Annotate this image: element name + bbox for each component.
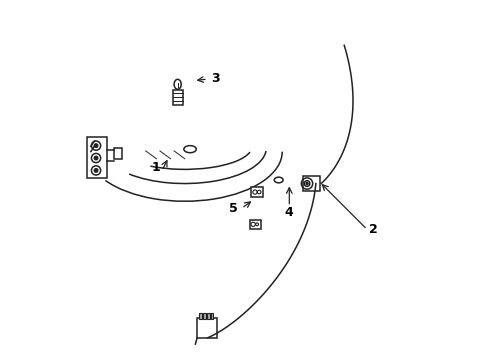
Bar [211,312,214,319]
Ellipse shape [184,145,196,153]
Bar [199,312,202,319]
Bar [203,312,206,319]
FancyBboxPatch shape [249,220,261,229]
Circle shape [94,144,98,147]
Bar [303,176,320,192]
Bar [114,148,122,159]
Bar [207,312,210,319]
Text: 1: 1 [152,161,161,174]
Circle shape [306,183,308,185]
Ellipse shape [274,177,283,183]
FancyBboxPatch shape [251,188,264,197]
Text: 4: 4 [285,207,294,220]
Circle shape [94,156,98,160]
Text: 5: 5 [229,202,238,215]
Text: 3: 3 [211,72,220,85]
Bar [197,318,217,338]
Text: 2: 2 [369,223,378,236]
Bar [87,138,107,178]
Ellipse shape [174,79,181,89]
Circle shape [94,168,98,172]
Bar [172,90,183,104]
